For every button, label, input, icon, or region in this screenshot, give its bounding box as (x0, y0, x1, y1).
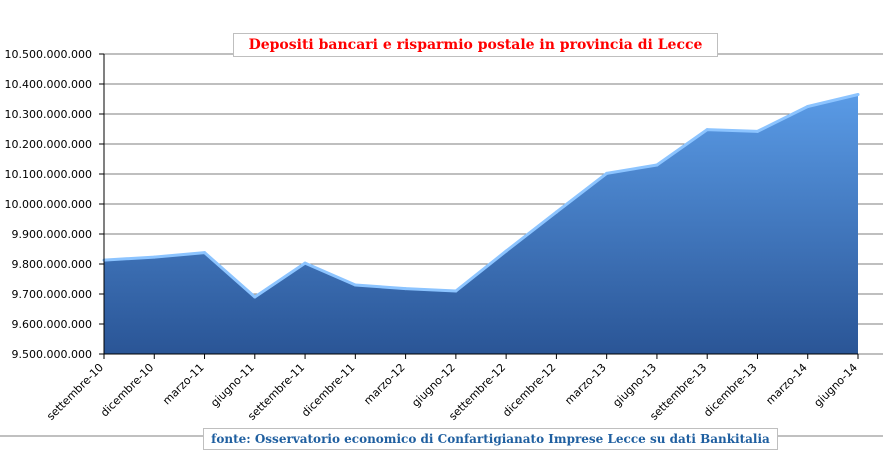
x-tick-label: settembre-10 (44, 361, 106, 423)
data-point (203, 251, 207, 255)
data-point (303, 261, 307, 265)
data-point (152, 255, 156, 259)
y-tick-label: 9.500.000.000 (12, 348, 92, 361)
data-point (856, 93, 860, 96)
data-point (655, 163, 659, 167)
data-point (806, 105, 810, 108)
y-tick-label: 10.300.000.000 (5, 108, 92, 121)
x-tick-label: marzo-11 (160, 361, 206, 407)
data-point (504, 249, 508, 253)
data-point (755, 129, 759, 133)
x-tick-label: dicembre-12 (500, 361, 558, 419)
x-tick-label: giugno-14 (811, 361, 860, 410)
y-axis-ticks: 9.500.000.000 9.600.000.000 9.700.000.000 9… (5, 48, 92, 361)
x-tick-label: marzo-13 (562, 361, 608, 407)
area-series (102, 93, 860, 354)
y-tick-label: 9.600.000.000 (12, 318, 92, 331)
x-tick-label: marzo-12 (361, 361, 407, 407)
area-top-edge (103, 93, 859, 299)
data-point (554, 210, 558, 214)
data-point (705, 128, 709, 132)
chart-source-box: fonte: Osservatorio economico di Confart… (203, 428, 778, 450)
x-tick-label: dicembre-13 (701, 361, 759, 419)
y-tick-label: 10.400.000.000 (5, 78, 92, 91)
x-tick-label: dicembre-11 (299, 361, 357, 419)
y-tick-label: 10.000.000.000 (5, 198, 92, 211)
x-tick-label: marzo-14 (763, 361, 809, 407)
area-fill (104, 94, 858, 354)
data-point (454, 289, 458, 293)
data-point (605, 171, 609, 175)
data-point (404, 287, 408, 291)
chart-source: fonte: Osservatorio economico di Confart… (211, 432, 770, 446)
chart-title: Depositi bancari e risparmio postale in … (248, 37, 703, 53)
chart-title-box: Depositi bancari e risparmio postale in … (233, 33, 718, 57)
x-tick-label: giugno-13 (610, 361, 659, 410)
data-point (353, 283, 357, 287)
x-tick-label: giugno-12 (409, 361, 458, 410)
y-tick-label: 10.500.000.000 (5, 48, 92, 61)
y-tick-label: 9.800.000.000 (12, 258, 92, 271)
y-tick-label: 10.100.000.000 (5, 168, 92, 181)
y-tick-label: 9.700.000.000 (12, 288, 92, 301)
x-tick-label: dicembre-10 (98, 361, 156, 419)
data-point (253, 295, 257, 299)
y-tick-label: 10.200.000.000 (5, 138, 92, 151)
x-tick-label: giugno-11 (208, 361, 257, 410)
y-tick-label: 9.900.000.000 (12, 228, 92, 241)
